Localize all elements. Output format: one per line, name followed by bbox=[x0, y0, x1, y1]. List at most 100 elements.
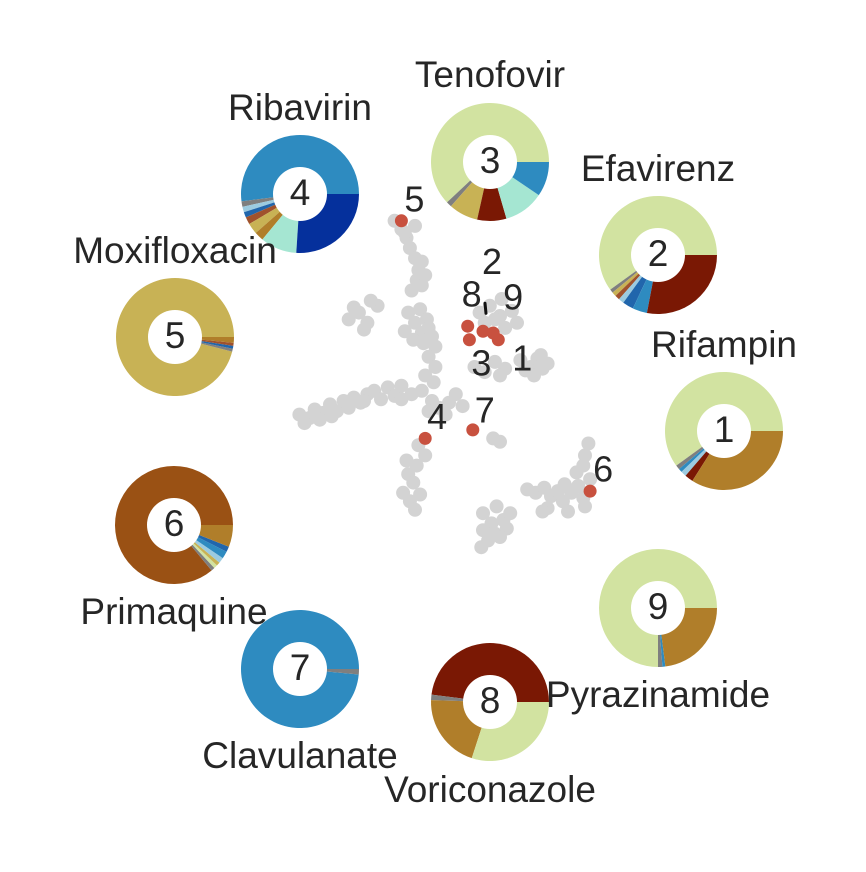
background-point bbox=[408, 315, 422, 330]
pie-primaquine: 6 Primaquine bbox=[80, 466, 268, 632]
pie-drug-label: Moxifloxacin bbox=[73, 230, 277, 271]
pie-efavirenz: 2 Efavirenz bbox=[581, 148, 735, 314]
pie-id-label: 6 bbox=[164, 503, 185, 544]
highlighted-point-9 bbox=[486, 326, 500, 340]
highlighted-point-label: 6 bbox=[593, 449, 613, 490]
pie-drug-label: Efavirenz bbox=[581, 148, 735, 189]
pie-id-label: 7 bbox=[290, 647, 311, 688]
pie-hole bbox=[147, 498, 201, 552]
highlighted-point-4 bbox=[418, 431, 432, 445]
highlighted-point-2 bbox=[476, 324, 490, 338]
pie-hole bbox=[631, 581, 685, 635]
background-point bbox=[428, 360, 443, 374]
background-point bbox=[406, 475, 421, 490]
background-point bbox=[312, 412, 327, 427]
pie-hole bbox=[463, 135, 517, 189]
highlighted-point-label: 3 bbox=[471, 342, 491, 383]
pie-id-label: 1 bbox=[714, 409, 735, 450]
background-point bbox=[477, 365, 492, 380]
background-point bbox=[493, 368, 507, 383]
pie-drug-label: Rifampin bbox=[651, 324, 797, 365]
pie-slice bbox=[431, 643, 549, 702]
background-point bbox=[399, 453, 414, 468]
background-point bbox=[476, 506, 490, 521]
highlighted-point-5 bbox=[394, 214, 408, 228]
pie-charts: 1 Rifampin 2 Efavirenz 3 Tenofovir 4 Ribavirin 5… bbox=[73, 54, 797, 810]
highlighted-point-label: 7 bbox=[475, 389, 495, 430]
pie-hole bbox=[273, 642, 327, 696]
background-point bbox=[297, 416, 312, 431]
background-point bbox=[489, 499, 504, 514]
pie-drug-label: Pyrazinamide bbox=[546, 674, 770, 715]
pie-drug-label: Tenofovir bbox=[415, 54, 565, 95]
background-point bbox=[408, 502, 422, 517]
pie-pyrazinamide: 9 Pyrazinamide bbox=[546, 549, 770, 715]
background-point bbox=[324, 409, 339, 424]
background-point bbox=[413, 302, 428, 317]
highlighted-point-label: 2 bbox=[482, 241, 502, 282]
background-point bbox=[404, 387, 419, 402]
pie-voriconazole: 8 Voriconazole bbox=[384, 643, 596, 810]
pie-hole bbox=[273, 167, 327, 221]
background-point bbox=[414, 254, 429, 269]
background-point bbox=[357, 394, 371, 408]
pie-hole bbox=[463, 675, 517, 729]
pie-tenofovir: 3 Tenofovir bbox=[415, 54, 565, 222]
label-leader-line bbox=[483, 301, 488, 315]
background-point bbox=[510, 315, 524, 330]
background-point bbox=[428, 339, 443, 354]
background-point bbox=[418, 268, 433, 283]
background-point bbox=[487, 354, 502, 369]
background-point bbox=[498, 320, 513, 335]
background-point bbox=[571, 479, 586, 493]
background-point bbox=[535, 504, 550, 519]
background-point bbox=[401, 305, 416, 320]
background-point bbox=[503, 506, 518, 521]
background-point bbox=[474, 540, 489, 555]
background-point bbox=[493, 434, 507, 449]
background-point bbox=[533, 348, 548, 363]
background-point bbox=[518, 363, 533, 378]
background-point bbox=[341, 400, 356, 415]
background-point bbox=[426, 375, 441, 390]
pie-id-label: 9 bbox=[648, 586, 669, 627]
pie-hole bbox=[697, 404, 751, 458]
background-point bbox=[448, 387, 463, 402]
highlighted-point-label: 9 bbox=[503, 277, 523, 318]
highlighted-points: 1 2 34 5 6 7 8 9 bbox=[394, 178, 613, 498]
pie-hole bbox=[631, 228, 685, 282]
pie-id-label: 4 bbox=[290, 172, 311, 213]
pie-slice bbox=[477, 162, 507, 222]
pie-rifampin: 1 Rifampin bbox=[651, 324, 797, 491]
background-point bbox=[394, 378, 409, 393]
background-point bbox=[583, 472, 598, 487]
background-point bbox=[576, 458, 591, 473]
background-point bbox=[421, 404, 436, 419]
background-point bbox=[493, 530, 507, 544]
pie-drug-label: Primaquine bbox=[80, 591, 267, 632]
background-point bbox=[397, 225, 412, 240]
pie-drug-label: Voriconazole bbox=[384, 769, 596, 810]
background-point bbox=[581, 436, 596, 451]
background-point bbox=[504, 303, 519, 318]
background-point bbox=[374, 392, 388, 407]
background-point bbox=[357, 322, 371, 337]
background-point bbox=[346, 300, 361, 315]
background-point bbox=[421, 349, 436, 364]
pie-id-label: 3 bbox=[480, 140, 501, 181]
highlighted-point-label: 5 bbox=[404, 178, 424, 219]
pie-ribavirin: 4 Ribavirin bbox=[228, 87, 372, 253]
pie-id-label: 5 bbox=[165, 315, 186, 356]
pie-drug-label: Clavulanate bbox=[202, 735, 397, 776]
background-point bbox=[578, 499, 592, 514]
highlighted-point-label: 4 bbox=[427, 396, 447, 437]
highlighted-point-8 bbox=[461, 319, 475, 333]
background-point bbox=[561, 504, 575, 519]
pie-clavulanate: 7 Clavulanate bbox=[202, 610, 398, 776]
pie-id-label: 8 bbox=[480, 680, 501, 721]
background-point bbox=[438, 407, 453, 422]
highlighted-point-3 bbox=[462, 333, 476, 347]
highlighted-point-7 bbox=[466, 423, 480, 437]
highlighted-point-6 bbox=[583, 484, 597, 498]
